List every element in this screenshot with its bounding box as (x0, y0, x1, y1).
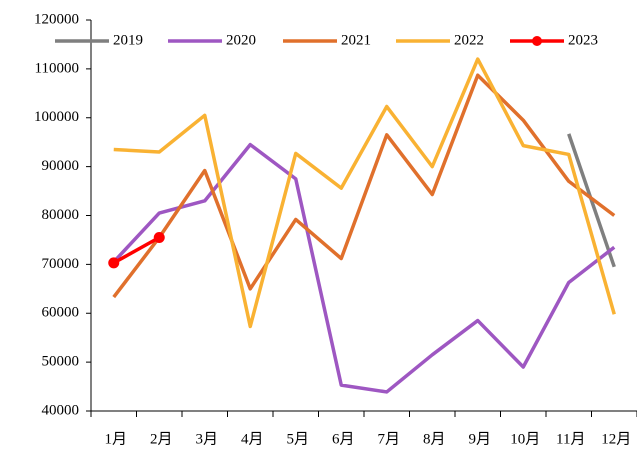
y-tick-label: 120000 (34, 11, 79, 27)
x-tick-label: 3月 (195, 431, 218, 447)
y-tick-label: 100000 (34, 109, 79, 125)
x-tick-label: 7月 (377, 431, 400, 447)
x-tick-label: 11月 (556, 431, 585, 447)
legend-marker (532, 36, 542, 46)
x-tick-label: 2月 (150, 431, 173, 447)
y-tick-label: 60000 (42, 305, 80, 321)
series-line (113, 57, 616, 329)
y-tick-label: 80000 (42, 207, 80, 223)
legend-label: 2022 (454, 32, 484, 48)
x-tick-label: 4月 (241, 431, 264, 447)
legend-label: 2021 (341, 32, 371, 48)
y-tick-label: 50000 (42, 354, 80, 370)
legend-label: 2020 (226, 32, 256, 48)
legend-label: 2023 (568, 32, 598, 48)
point-marker (153, 231, 165, 243)
point-marker (108, 257, 120, 269)
x-tick-label: 5月 (286, 431, 309, 447)
y-tick-label: 110000 (35, 60, 79, 76)
x-tick-label: 10月 (510, 431, 540, 447)
x-tick-label: 8月 (423, 431, 446, 447)
legend-label: 2019 (113, 32, 143, 48)
series-line (112, 73, 616, 299)
x-tick-label: 9月 (468, 431, 491, 447)
y-tick-label: 70000 (42, 256, 80, 272)
series-line (112, 235, 161, 265)
y-tick-label: 40000 (42, 402, 80, 418)
series-line (112, 142, 616, 394)
y-tick-label: 90000 (42, 158, 80, 174)
x-tick-label: 1月 (104, 431, 127, 447)
x-tick-label: 6月 (332, 431, 355, 447)
x-tick-label: 12月 (601, 431, 631, 447)
